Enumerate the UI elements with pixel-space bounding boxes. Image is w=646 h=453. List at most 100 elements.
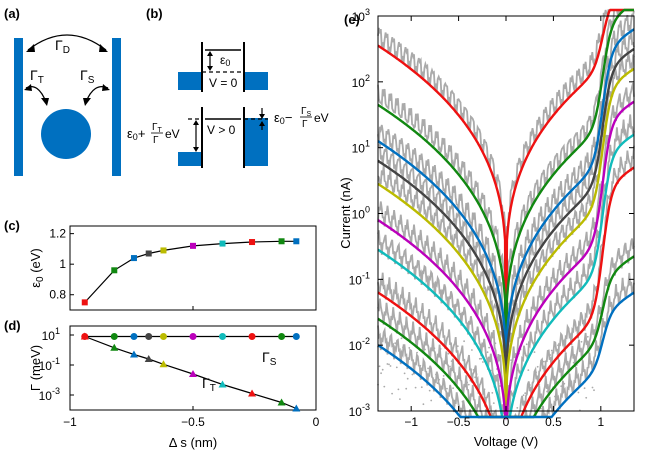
chart-d-gamma-s-point — [159, 333, 167, 340]
chart-d-gamma-t-point — [110, 343, 119, 351]
gamma-t-series-label: Γ — [202, 375, 210, 391]
chart-e-noise-dot — [541, 360, 544, 363]
chart-d-markers — [80, 332, 301, 412]
chart-e-noise-dot — [391, 392, 393, 395]
chart-e-noise-dot — [555, 393, 558, 396]
chart-e-noise-dot — [499, 385, 501, 387]
chart-e-ticks: 103 102 101 100 10-1 10-2 10-3 −1 −0.5 0 0.5 1 — [349, 7, 634, 429]
chart-e-noise-dot — [424, 348, 426, 351]
chart-e-noise-dot — [435, 373, 437, 376]
chart-e-noise-dot — [497, 382, 500, 385]
chart-e-noise-dot — [549, 354, 552, 356]
chart-e-noise-dot — [527, 369, 530, 371]
schematic-a: ΓD ΓT ΓS — [14, 34, 121, 176]
chart-e-noise-dot — [455, 349, 458, 352]
chart-e-noise-dot — [510, 359, 512, 361]
chart-e-noise-dot — [530, 386, 533, 389]
chart-d-gamma-t-point — [189, 370, 197, 377]
chart-e-noise-dot — [516, 407, 519, 409]
chart-d-gamma-t-point — [144, 355, 153, 362]
chart-e-noise-dot — [439, 348, 442, 350]
chart-e-noise-dot — [446, 387, 448, 390]
chart-c-ylabel-sub: 0 — [35, 276, 46, 282]
chart-e-noise-dot — [442, 375, 445, 377]
chart-d-xtick-label: −1 — [63, 415, 77, 429]
chart-e-ytick-label: 103 — [352, 7, 370, 24]
chart-e-noise-dot — [420, 386, 423, 389]
gamma-t-series-sub: T — [210, 383, 216, 394]
chart-e-ytick-label: 102 — [352, 73, 370, 90]
svg-text:ε0−: ε0− — [274, 110, 292, 126]
left-lead-fermi-sea — [178, 72, 202, 90]
left-eps: ε — [127, 126, 133, 141]
chart-e-noise-dot — [381, 368, 384, 371]
chart-e-noise-dot — [583, 387, 586, 390]
svg-text:ε0 (eV): ε0 (eV) — [28, 248, 46, 288]
source-electrode — [112, 38, 121, 176]
left-frac-den: Γ — [153, 135, 159, 146]
chart-e-noise-dot — [546, 390, 548, 393]
chart-d-gamma-t-point — [248, 389, 257, 397]
molecule-dot — [41, 109, 91, 159]
svg-text:ΓT: ΓT — [30, 67, 44, 86]
chart-e-noise-dot — [392, 347, 395, 349]
chart-e-noise-dot — [383, 385, 386, 388]
chart-c-ytick-label: 1.2 — [49, 227, 66, 241]
chart-e-noise-dot — [428, 389, 431, 392]
chart-e-noise-dot — [591, 386, 594, 389]
arrowhead — [24, 84, 32, 91]
chart-e-noise-dot — [397, 388, 400, 391]
chart-e-noise-dot — [472, 369, 475, 371]
v-positive-label: V > 0 — [207, 123, 236, 137]
chart-e-noise-dot — [486, 351, 489, 354]
right-ev: eV — [314, 111, 329, 125]
chart-e-noise-dot — [494, 342, 497, 345]
svg-text:ΓS: ΓS — [80, 67, 95, 86]
chart-e-noise-dot — [533, 351, 536, 353]
chart-d-gamma-t-point — [129, 350, 138, 358]
chart-e-noise-dot — [433, 347, 436, 350]
chart-e-noise-dot — [453, 404, 456, 407]
right-lead-fermi-sea — [244, 72, 268, 90]
chart-e-noise-dot — [569, 384, 572, 387]
chart-e-noise-dot — [464, 366, 467, 369]
chart-e-noise-dot — [425, 343, 428, 346]
chart-e-noise-dot — [554, 395, 556, 398]
chart-e-noise-dot — [430, 399, 433, 402]
chart-d-gamma-t-point — [80, 332, 89, 340]
chart-e-noise-dot — [535, 371, 537, 374]
chart-e-noise-dot — [550, 349, 553, 352]
chart-e-noise-dot — [403, 372, 406, 375]
chart-e-noise-dot — [463, 340, 465, 343]
arrowhead — [207, 51, 213, 56]
chart-e-noise-dot — [452, 387, 454, 390]
chart-c-ytick-label: 1 — [59, 257, 66, 271]
chart-e-noise-dot — [450, 360, 453, 362]
v-zero-label: V = 0 — [209, 76, 238, 90]
chart-c-markers — [81, 238, 300, 306]
left-plus: + — [138, 126, 146, 141]
arrowhead — [41, 98, 49, 106]
chart-e-ylabel: Current (nA) — [338, 177, 353, 249]
chart-e-noise-dot — [378, 365, 381, 368]
chart-e-noise-dot — [417, 364, 420, 367]
chart-e-xlabel: Voltage (V) — [474, 434, 538, 449]
arrowhead — [259, 121, 265, 126]
arrowhead — [193, 120, 199, 125]
chart-e-xtick-label: 0.5 — [545, 415, 562, 429]
svg-text:ΓD: ΓD — [55, 37, 70, 56]
chart-e-ytick-label: 10-2 — [349, 336, 370, 353]
chart-e-noise-dot — [380, 372, 382, 375]
chart-e-noise-dot — [557, 344, 559, 347]
schematic-b: ε0 V = 0 V > 0 ε0+ ΓT Γ eV ε0− ΓS — [127, 42, 329, 168]
chart-e-noise-dot — [475, 373, 478, 375]
chart-e-noise-dot — [558, 370, 561, 373]
chart-c-point — [111, 267, 118, 274]
right-frac-den: Γ — [302, 119, 308, 130]
chart-c-point — [145, 250, 152, 257]
chart-e-fit-curves — [377, 8, 635, 421]
gamma-s-series-sub: S — [270, 357, 277, 368]
chart-e-noise-dot — [492, 402, 495, 404]
chart-e-noise-dot — [411, 373, 414, 376]
chart-e-xtick-label: −0.5 — [447, 415, 471, 429]
